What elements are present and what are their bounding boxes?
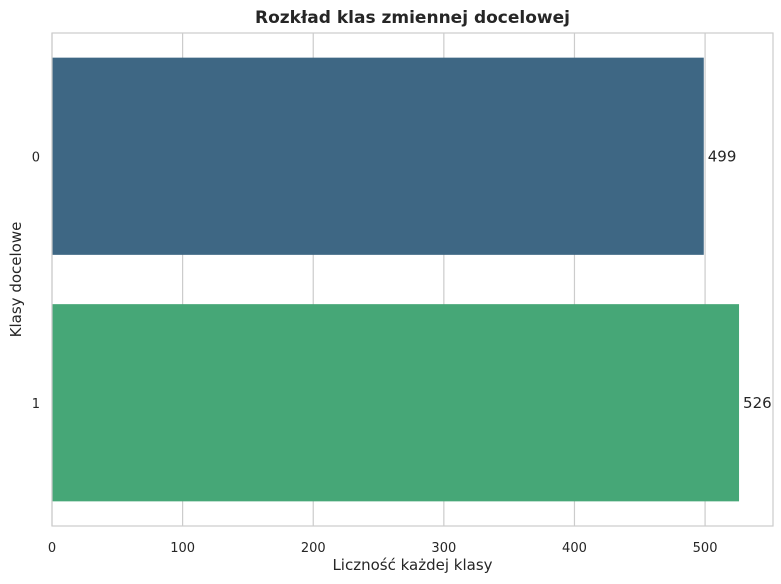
x-tick-label: 300: [431, 541, 456, 556]
x-tick-label: 0: [48, 541, 56, 556]
bars: [52, 57, 740, 502]
data-label: 526: [743, 394, 772, 412]
data-labels: 499 526: [708, 147, 772, 412]
x-ticks: 0 100 200 300 400 500: [48, 541, 718, 556]
x-axis-label: Liczność każdej klasy: [332, 556, 492, 574]
x-tick-label: 500: [693, 541, 718, 556]
chart-title: Rozkład klas zmiennej docelowej: [255, 8, 570, 28]
data-label: 499: [708, 147, 737, 165]
plot-frame: [51, 32, 774, 527]
y-axis-label: Klasy docelowe: [7, 222, 25, 338]
y-ticks: 01: [32, 150, 40, 412]
x-tick-label: 200: [301, 541, 326, 556]
bar-1: [52, 304, 740, 502]
y-tick-label: 1: [32, 397, 40, 412]
y-tick-label: 0: [32, 150, 40, 165]
x-tick-label: 100: [170, 541, 195, 556]
x-tick-label: 400: [562, 541, 587, 556]
bar-0: [52, 57, 704, 255]
